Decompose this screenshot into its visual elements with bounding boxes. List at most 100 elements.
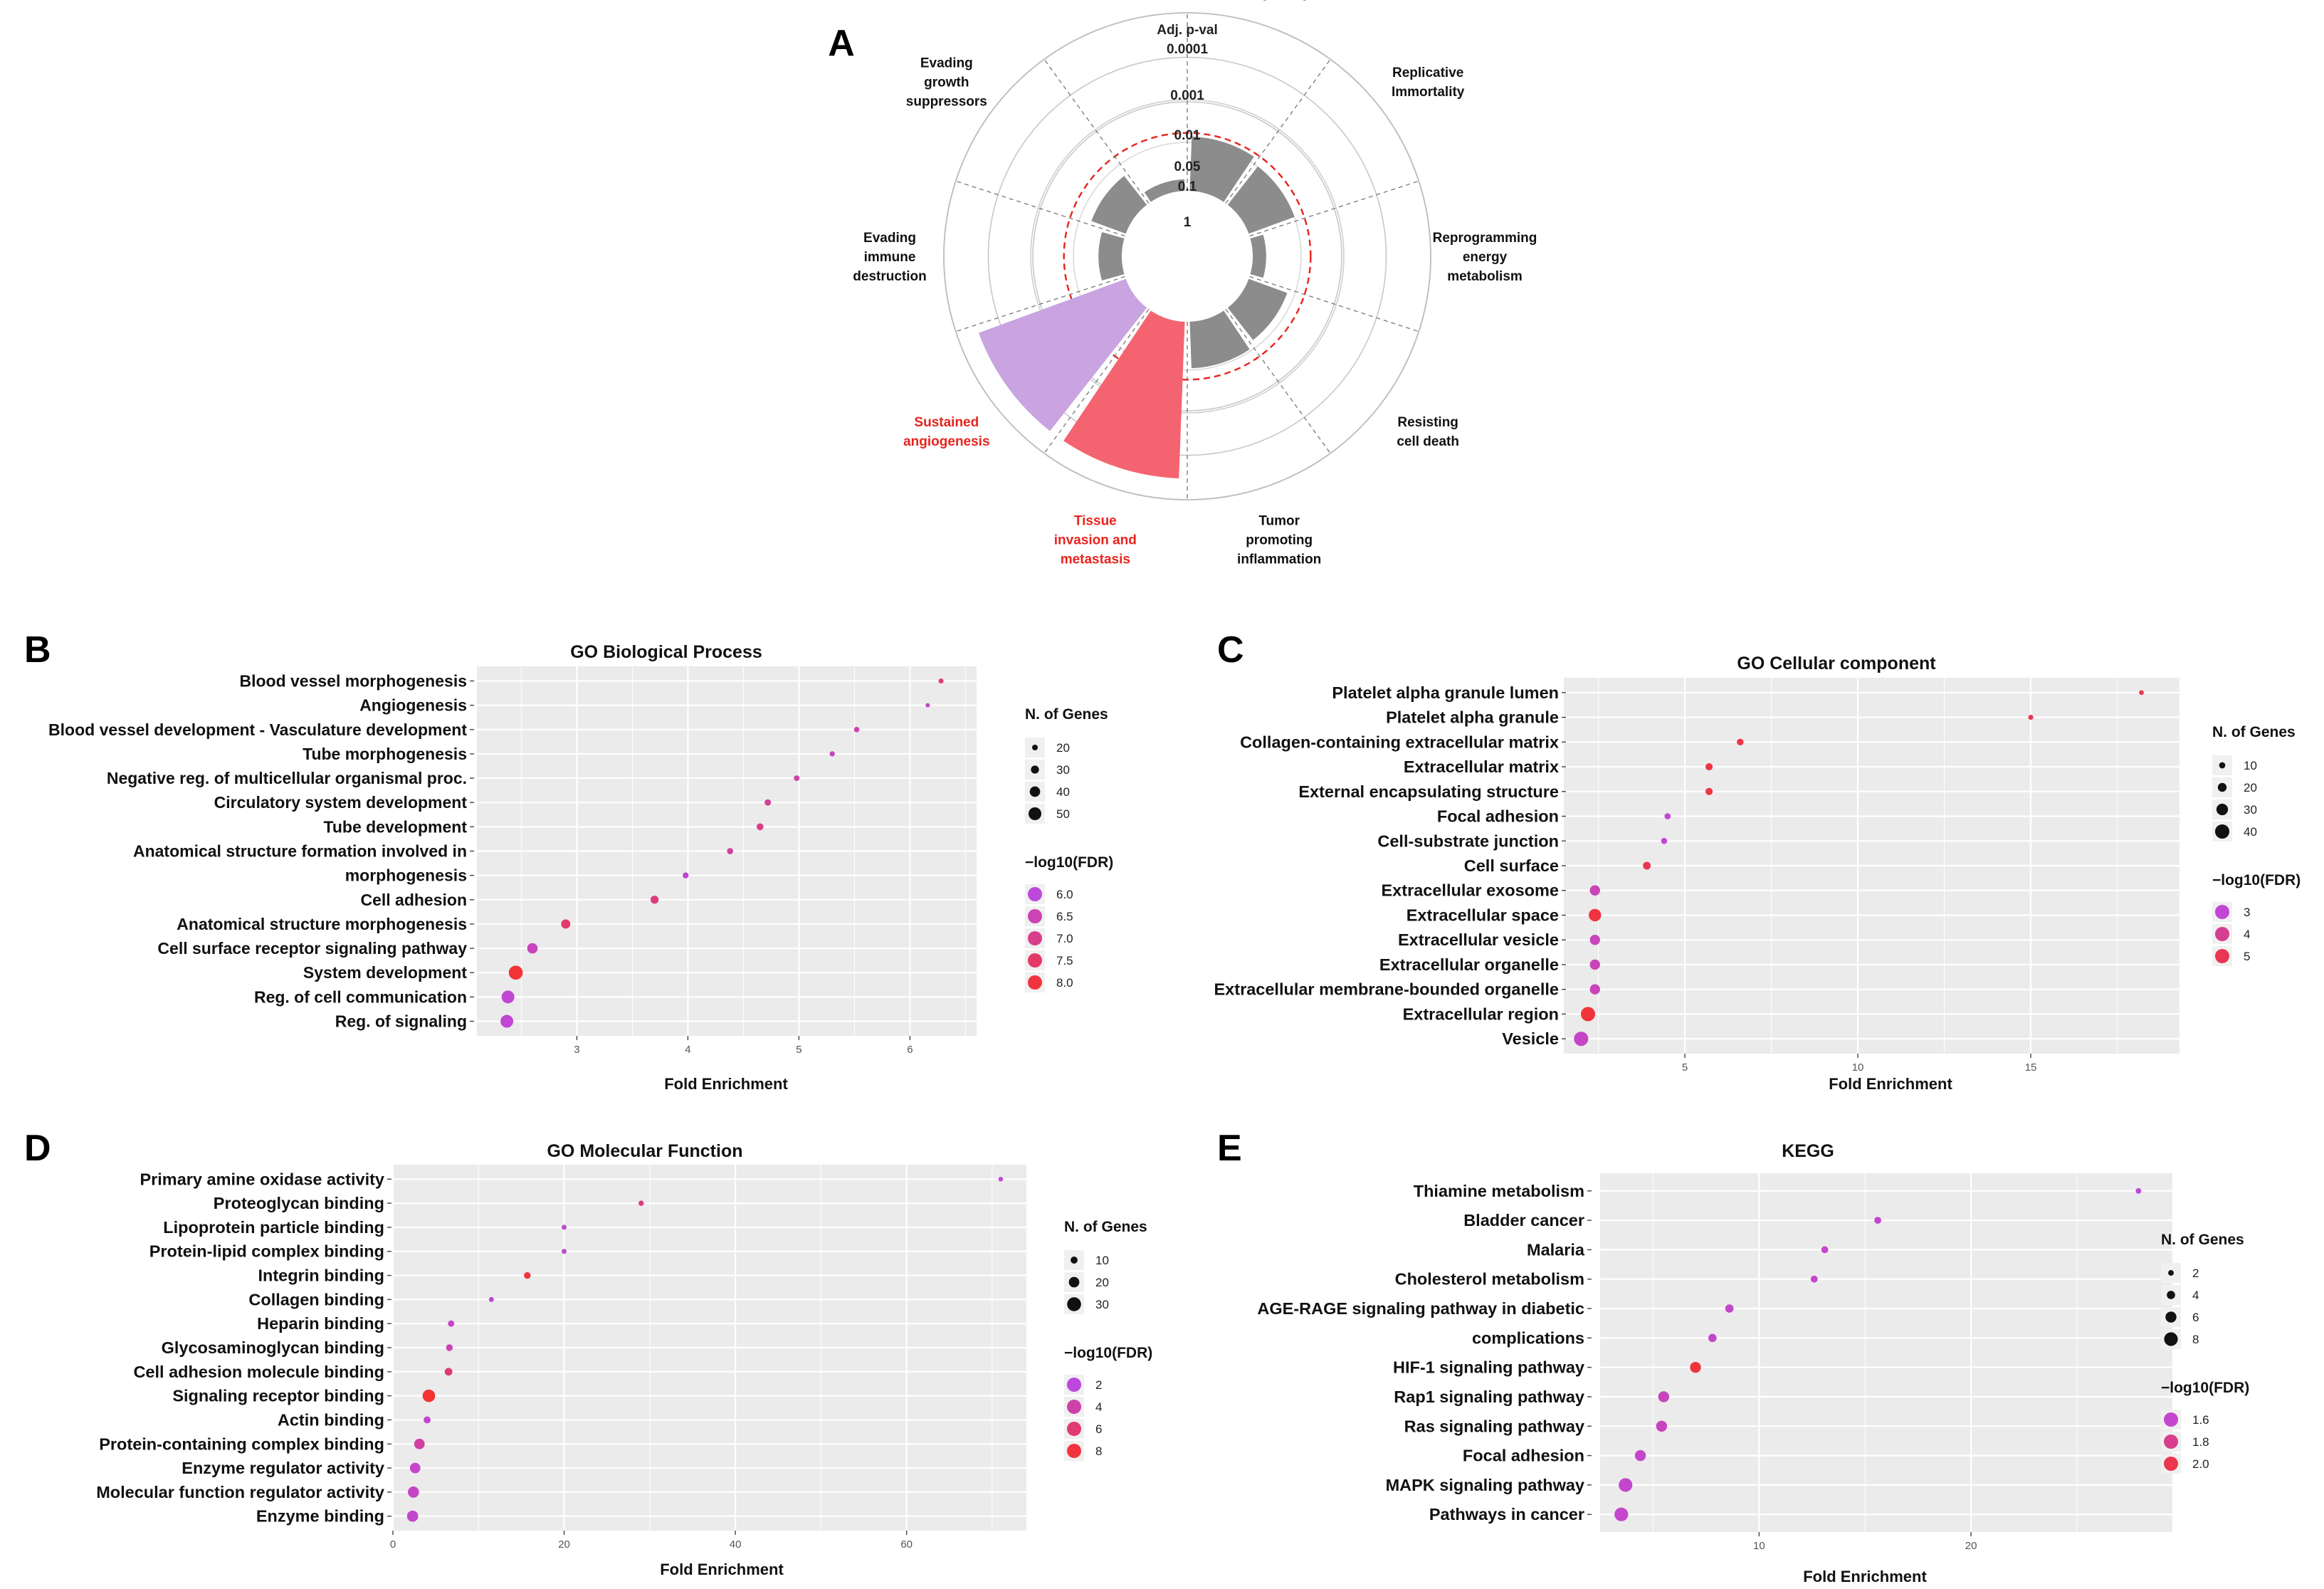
row-label: Integrin binding	[258, 1267, 384, 1285]
row-label: morphogenesis	[345, 866, 467, 885]
color-legend-label: 6.0	[1056, 888, 1073, 901]
ring-label: 0.01	[1174, 128, 1201, 143]
data-point	[1643, 861, 1651, 870]
dot-chart-c: C GO Cellular component 5 10 15 Fold Enrichme…	[1214, 629, 2301, 1093]
data-point	[408, 1486, 419, 1498]
row-label: Thiamine metabolism	[1414, 1182, 1584, 1200]
data-point	[794, 775, 800, 782]
spoke-line	[955, 276, 1125, 332]
row-label: Ras signaling pathway	[1404, 1417, 1584, 1435]
size-legend-label: 40	[2244, 825, 2257, 839]
row-label: Tube development	[324, 817, 468, 836]
data-point	[1737, 738, 1744, 746]
data-point	[1690, 1361, 1701, 1373]
color-legend-dot	[2164, 1457, 2178, 1471]
panel-label-b: B	[24, 629, 51, 671]
hallmark-label: Reprogramming	[1433, 231, 1537, 246]
size-legend-dot	[2219, 762, 2226, 769]
hallmark-label: metastasis	[1061, 552, 1130, 567]
row-label: Blood vessel morphogenesis	[239, 671, 467, 690]
size-legend-dot	[2168, 1270, 2174, 1276]
x-tick-label: 15	[2025, 1061, 2037, 1074]
row-label: System development	[303, 963, 467, 982]
row-label: Angiogenesis	[359, 696, 467, 715]
data-point	[829, 751, 835, 757]
row-label: Pathways in cancer	[1429, 1505, 1584, 1524]
data-point	[638, 1200, 644, 1206]
outer-ring	[943, 12, 1431, 500]
size-legend-label: 20	[2244, 781, 2257, 794]
size-legend-dot	[2164, 1332, 2178, 1346]
size-legend-dot	[1029, 786, 1041, 797]
color-legend-label: 6	[1095, 1422, 1102, 1436]
size-legend-dot	[2217, 782, 2227, 792]
color-legend-title: −log10(FDR)	[1064, 1345, 1152, 1361]
data-point	[409, 1462, 421, 1474]
hallmark-label: Evading	[920, 56, 973, 70]
row-label: Cell surface receptor signaling pathway	[157, 939, 467, 958]
data-point	[527, 943, 538, 954]
chart-title: GO Biological Process	[570, 642, 762, 662]
row-label: Extracellular matrix	[1404, 757, 1559, 776]
row-label: Signaling receptor binding	[172, 1387, 384, 1405]
spoke-line	[1043, 309, 1150, 454]
row-label: Enzyme binding	[256, 1507, 384, 1526]
color-legend-label: 3	[2244, 906, 2250, 919]
x-tick-label: 3	[574, 1044, 579, 1056]
size-legend-label: 30	[1095, 1298, 1109, 1311]
dot-chart-e: E KEGG 10 20 Fold Enrichment Thiamine metabol…	[1217, 1128, 2249, 1585]
data-point	[1708, 1333, 1717, 1343]
data-point	[683, 872, 689, 879]
size-legend-label: 50	[1056, 807, 1070, 821]
size-legend-dot	[1071, 1257, 1078, 1264]
panel-label-e: E	[1217, 1128, 1242, 1169]
data-point	[756, 823, 764, 831]
size-legend-label: 30	[2244, 803, 2257, 817]
hallmark-label: Immortality	[1392, 85, 1465, 100]
plot-background	[1600, 1173, 2172, 1532]
row-label: Platelet alpha granule	[1386, 708, 1559, 727]
hallmark-bar	[1227, 166, 1295, 234]
ring-label: 1	[1184, 215, 1192, 230]
color-legend-label: 5	[2244, 950, 2250, 963]
size-legend-dot	[2167, 1291, 2175, 1299]
row-label: Collagen binding	[248, 1290, 384, 1309]
color-legend-label: 1.6	[2192, 1413, 2209, 1427]
data-point	[446, 1344, 453, 1351]
size-legend-dot	[2165, 1311, 2177, 1323]
hallmark-label: metabolism	[1447, 269, 1523, 284]
hallmark-bar	[1091, 176, 1147, 234]
row-label: Cholesterol metabolism	[1395, 1270, 1584, 1289]
row-label: Reg. of cell communication	[254, 987, 467, 1006]
x-tick-label: 6	[907, 1044, 913, 1056]
x-axis-label: Fold Enrichment	[664, 1075, 788, 1093]
size-legend-label: 8	[2192, 1333, 2199, 1346]
x-tick-label: 20	[1965, 1540, 1977, 1552]
size-legend-dot	[1031, 765, 1039, 774]
row-label: Protein-lipid complex binding	[149, 1242, 384, 1261]
size-legend-label: 10	[2244, 759, 2257, 772]
color-legend-dot	[1028, 909, 1042, 923]
data-point	[508, 965, 523, 980]
size-legend-dot	[2214, 824, 2230, 839]
data-point	[1656, 1420, 1668, 1432]
data-point	[448, 1320, 455, 1327]
size-legend-label: 4	[2192, 1289, 2199, 1302]
grid-ring	[1030, 99, 1345, 414]
color-legend-dot	[2164, 1435, 2178, 1449]
color-legend-label: 1.8	[2192, 1435, 2209, 1449]
x-axis-label: Fold Enrichment	[660, 1561, 784, 1578]
row-label: Anatomical structure formation involved …	[133, 842, 467, 861]
hallmark-label: Resisting	[1397, 415, 1458, 430]
hallmark-label: cell death	[1397, 434, 1459, 449]
row-label: Cell-substrate junction	[1377, 832, 1559, 850]
row-label: Glycosaminoglycan binding	[162, 1338, 384, 1357]
row-label: Negative reg. of multicellular organisma…	[107, 769, 467, 787]
color-legend-label: 4	[2244, 928, 2250, 941]
color-legend-dot	[2215, 905, 2229, 919]
hallmark-label: angiogenesis	[903, 434, 989, 449]
x-tick-label: 5	[1682, 1061, 1688, 1074]
row-label: Heparin binding	[257, 1314, 384, 1333]
data-point	[414, 1438, 425, 1449]
